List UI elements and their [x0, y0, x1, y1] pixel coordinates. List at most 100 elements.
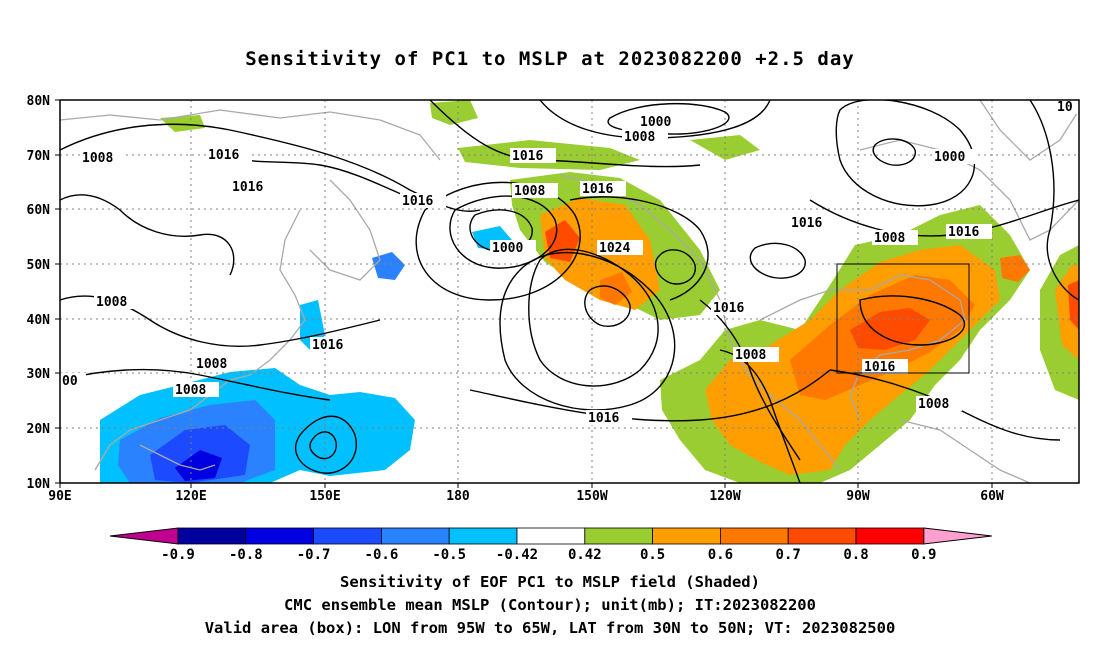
- colorbar-tick-label: -0.9: [161, 547, 195, 563]
- map-panel: 1000 1008 1008 1016 1016 1016 1016 1008 …: [27, 94, 1080, 504]
- colorbar-tick-label: -0.5: [432, 547, 466, 563]
- map-frame: [59, 99, 1080, 484]
- lat-label: 50N: [27, 258, 51, 273]
- contour-label: 1016: [232, 180, 263, 195]
- colorbar-tick-label: 0.8: [843, 547, 868, 563]
- contour-label: 1016: [208, 148, 239, 163]
- lon-label: 150E: [309, 489, 340, 504]
- lat-label: 60N: [27, 203, 51, 218]
- positive-sensitivity-patch: [690, 135, 760, 160]
- contour-label: 1016: [791, 216, 822, 231]
- caption-line-3: Valid area (box): LON from 95W to 65W, L…: [204, 619, 896, 637]
- caption-line-1: Sensitivity of EOF PC1 to MSLP field (Sh…: [340, 573, 760, 591]
- mslp-contour-line: [449, 195, 558, 269]
- contour-label: 1008: [514, 184, 545, 199]
- latitude-labels: 80N 70N 60N 50N 40N 30N 20N 10N: [27, 94, 51, 492]
- lon-label: 90E: [48, 489, 71, 504]
- mslp-contour-line: [859, 295, 966, 346]
- colorbar-tick-labels: -0.9 -0.8 -0.7 -0.6 -0.5 -0.42 0.42 0.5 0.6 0.7 0.…: [161, 547, 936, 563]
- mslp-contour-line: [469, 369, 831, 422]
- mslp-contour-line: [872, 138, 916, 166]
- longitude-labels: 90E 120E 150E 180 150W 120W 90W 60W: [48, 489, 1004, 504]
- contour-label: 1016: [512, 149, 543, 164]
- contour-label: 1008: [82, 151, 113, 166]
- colorbar-tick-label: -0.7: [297, 547, 331, 563]
- contour-label: 1016: [713, 301, 744, 316]
- colorbar-tick-label: -0.6: [365, 547, 399, 563]
- contour-label: 00: [62, 374, 78, 389]
- contour-label: 1008: [735, 348, 766, 363]
- colorbar-tick-label: 0.9: [911, 547, 936, 563]
- contour-label: 1008: [624, 130, 655, 145]
- mslp-contour-line: [499, 251, 676, 411]
- colorbar-cell: [516, 527, 586, 545]
- colorbar-tick-label: -0.42: [496, 547, 538, 563]
- colorbar-cell: [313, 527, 382, 545]
- lon-label: 120W: [709, 489, 740, 504]
- colorbar-tick-label: 0.7: [776, 547, 801, 563]
- colorbar-tick-label: 0.6: [708, 547, 733, 563]
- contour-label: 1016: [402, 194, 433, 209]
- contour-label: 1008: [175, 383, 206, 398]
- positive-sensitivity-patch: [1000, 255, 1030, 282]
- mslp-contour-line: [569, 196, 709, 301]
- contour-label: 1008: [874, 231, 905, 246]
- colorbar-tick-label: 0.5: [640, 547, 665, 563]
- colorbar-cell: [584, 527, 653, 545]
- contour-label: 1000: [492, 241, 523, 256]
- contour-label: 1008: [918, 397, 949, 412]
- contour-label: 10: [1057, 100, 1073, 115]
- contour-label: 1016: [948, 225, 979, 240]
- shaded-sensitivity: [100, 100, 1079, 483]
- contour-label: 1016: [864, 360, 895, 375]
- lat-label: 20N: [27, 422, 51, 437]
- mslp-contour-line: [584, 285, 631, 327]
- mslp-contour-line: [699, 299, 801, 461]
- lon-label: 180: [446, 489, 470, 504]
- contour-label: 1008: [96, 295, 127, 310]
- lon-label: 120E: [175, 489, 206, 504]
- valid-area-box: [836, 263, 970, 374]
- contour-labels: 1000 1008 1008 1016 1016 1016 1016 1008 …: [60, 100, 1079, 426]
- lat-label: 80N: [27, 94, 51, 109]
- contour-label: 1016: [582, 182, 613, 197]
- contour-label: 1024: [599, 241, 630, 256]
- axis-ticks: [55, 99, 993, 488]
- colorbar-cell: [380, 527, 450, 545]
- colorbar-cell: [855, 527, 925, 545]
- contour-label: 1016: [588, 411, 619, 426]
- mslp-contour-line: [1029, 100, 1079, 301]
- positive-sensitivity-red: [1068, 280, 1079, 330]
- mslp-contour-line: [835, 100, 976, 207]
- colorbar-tick-label: 0.42: [568, 547, 602, 563]
- contour-label: 1000: [640, 115, 671, 130]
- mslp-contour-line: [749, 242, 806, 279]
- colorbar-cell: [177, 527, 247, 545]
- lat-label: 70N: [27, 149, 51, 164]
- lat-label: 40N: [27, 313, 51, 328]
- mslp-contour-line: [415, 181, 581, 301]
- contour-label: 1016: [312, 338, 343, 353]
- contour-label: 1000: [934, 150, 965, 165]
- map-layers: 1000 1008 1008 1016 1016 1016 1016 1008 …: [60, 100, 1079, 483]
- colorbar-over-triangle: [923, 527, 992, 545]
- positive-sensitivity-patch: [160, 115, 205, 132]
- colorbar: -0.9 -0.8 -0.7 -0.6 -0.5 -0.42 0.42 0.5 0.6 0.7 0.…: [109, 527, 992, 563]
- mslp-contour-line: [60, 368, 331, 401]
- lon-label: 150W: [576, 489, 607, 504]
- positive-sensitivity-region: [430, 100, 478, 125]
- colorbar-cell: [720, 527, 789, 545]
- colorbar-cell: [245, 527, 315, 545]
- mslp-contour-line: [295, 415, 357, 474]
- colorbar-cells: [109, 527, 992, 545]
- mslp-contour-line: [60, 194, 235, 276]
- lat-label: 30N: [27, 367, 51, 382]
- colorbar-cell: [448, 527, 518, 545]
- lat-label: 10N: [27, 477, 51, 492]
- contour-label: 1008: [196, 357, 227, 372]
- lon-label: 90W: [846, 489, 870, 504]
- colorbar-cell: [652, 527, 721, 545]
- colorbar-under-triangle: [109, 527, 179, 545]
- mslp-contour-line: [654, 249, 696, 285]
